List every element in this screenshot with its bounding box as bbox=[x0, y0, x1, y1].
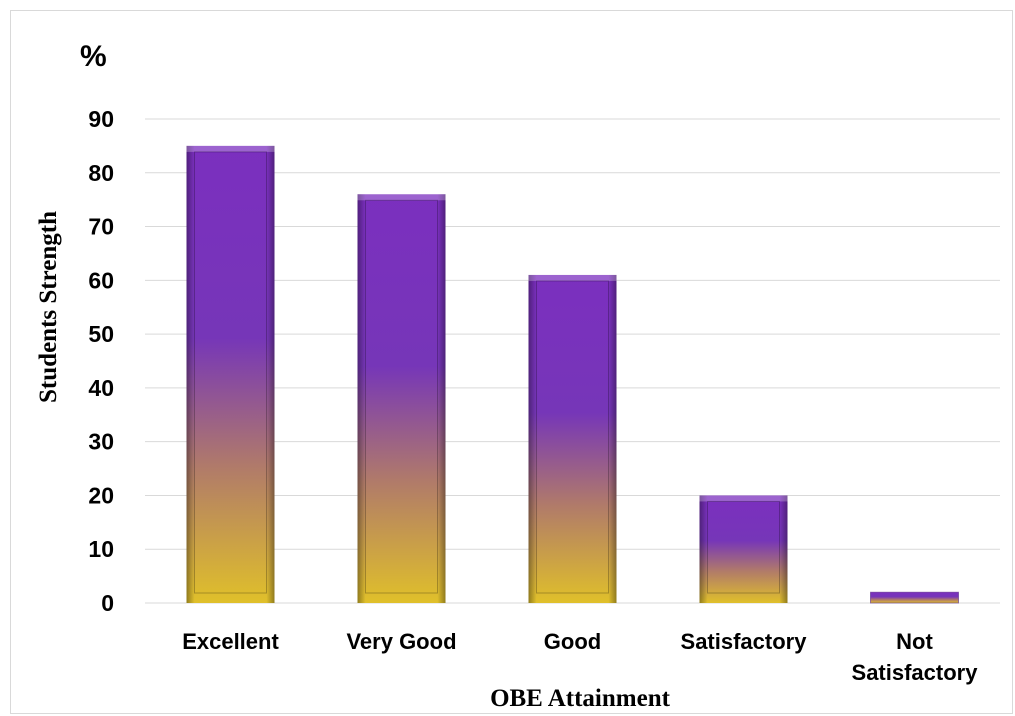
x-category-label: Satisfactory bbox=[852, 660, 979, 685]
y-tick-label: 60 bbox=[88, 267, 114, 293]
bar-inner-panel bbox=[365, 199, 438, 594]
y-tick-label: 80 bbox=[88, 160, 114, 186]
x-category-label: Excellent bbox=[182, 629, 279, 654]
bar-inner-panel bbox=[536, 280, 609, 594]
labels: 0 10 20 30 40 50 60 70 80 90 Excellent Very Good Goo… bbox=[88, 106, 978, 685]
bar-bevel-left bbox=[699, 495, 708, 603]
y-unit-label: % bbox=[80, 40, 107, 73]
bar-bevel-left bbox=[357, 194, 366, 604]
bar-body bbox=[528, 274, 617, 603]
bar-body bbox=[186, 145, 275, 603]
y-axis-title: Students Strength bbox=[35, 211, 62, 403]
bar-body bbox=[870, 592, 959, 603]
y-tick-label: 30 bbox=[88, 429, 114, 455]
bar-bevel-top bbox=[357, 194, 446, 201]
bar-bevel-right bbox=[437, 194, 446, 604]
x-category-label: Very Good bbox=[346, 629, 456, 654]
bar-bevel-right bbox=[608, 274, 617, 603]
bar bbox=[186, 145, 275, 603]
chart-frame bbox=[10, 10, 1013, 714]
gridlines bbox=[145, 118, 1000, 604]
bar-bevel-top bbox=[528, 274, 617, 281]
bar-outline bbox=[870, 591, 959, 604]
bar-body bbox=[357, 194, 446, 604]
bar bbox=[870, 591, 959, 604]
bars bbox=[186, 145, 959, 604]
y-tick-label: 20 bbox=[88, 482, 114, 508]
bar-bevel-right bbox=[266, 145, 275, 603]
x-axis-title: OBE Attainment bbox=[490, 685, 671, 712]
y-tick-label: 10 bbox=[88, 536, 114, 562]
x-category-label: Not bbox=[896, 629, 933, 654]
y-tick-label: 50 bbox=[88, 321, 114, 347]
bar-bevel-left bbox=[528, 274, 537, 603]
y-tick-label: 70 bbox=[88, 214, 114, 240]
bar bbox=[699, 495, 788, 603]
x-category-label: Satisfactory bbox=[681, 629, 808, 654]
bar-inner-panel bbox=[194, 151, 267, 594]
bar bbox=[357, 194, 446, 604]
y-tick-label: 90 bbox=[88, 106, 114, 132]
bar-bevel-right bbox=[779, 495, 788, 603]
bar-bevel-left bbox=[186, 145, 195, 603]
y-tick-label: 40 bbox=[88, 375, 114, 401]
x-category-label: Good bbox=[544, 629, 601, 654]
bar-bevel-top bbox=[186, 145, 275, 152]
bar-body bbox=[699, 495, 788, 603]
y-tick-label: 0 bbox=[101, 590, 114, 616]
bar-inner-panel bbox=[707, 500, 780, 594]
bar bbox=[528, 274, 617, 603]
bar-bevel-top bbox=[699, 495, 788, 502]
